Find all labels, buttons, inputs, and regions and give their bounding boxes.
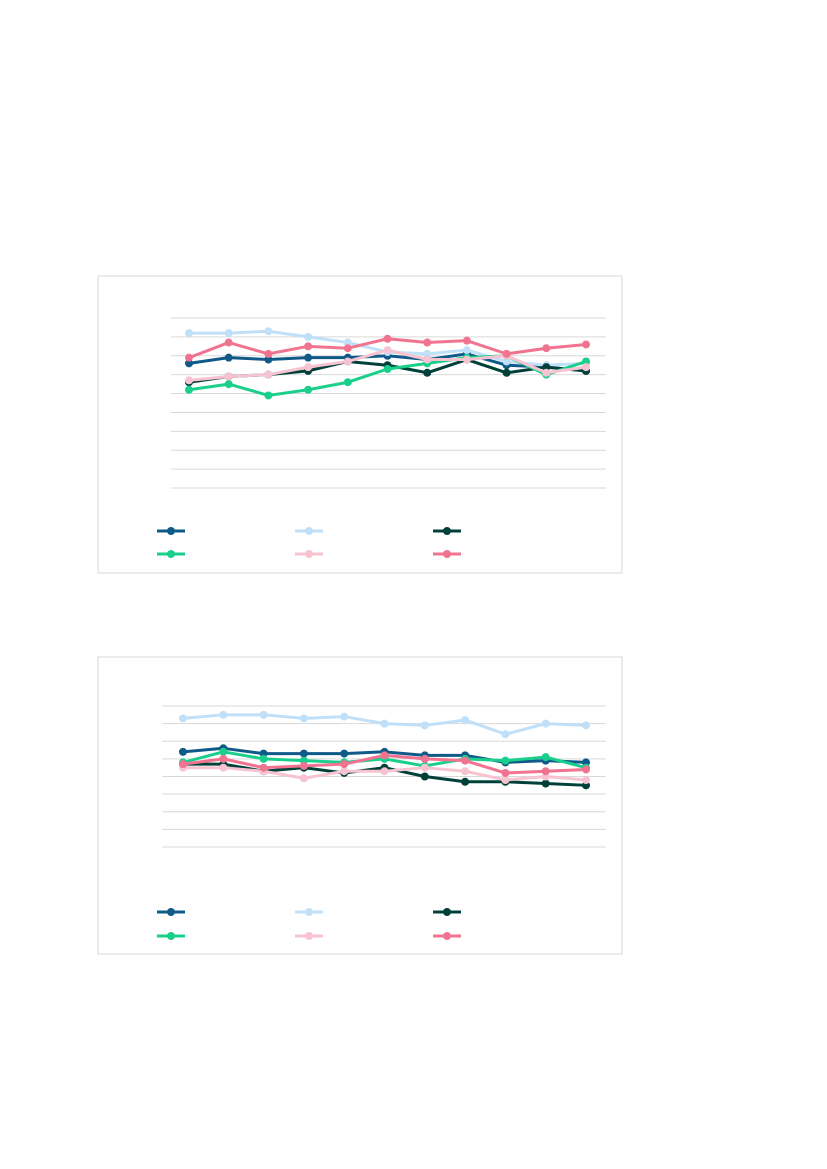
data-point	[299, 774, 308, 783]
legend-marker	[305, 550, 313, 558]
data-point	[259, 710, 268, 719]
data-point	[462, 336, 471, 345]
data-point	[380, 767, 389, 776]
data-point	[304, 342, 313, 351]
data-point	[224, 329, 233, 338]
data-point	[501, 776, 510, 785]
data-point	[264, 349, 273, 358]
data-point	[224, 353, 233, 362]
data-point	[179, 760, 187, 769]
data-point	[179, 714, 187, 723]
data-point	[304, 385, 313, 394]
data-point	[502, 357, 511, 366]
data-point	[185, 353, 193, 362]
data-point	[224, 380, 233, 389]
data-point	[423, 338, 432, 347]
data-point	[219, 747, 228, 756]
legend-marker	[443, 550, 451, 558]
legend-marker	[167, 527, 175, 535]
data-point	[343, 338, 352, 347]
chart-frame	[97, 656, 623, 955]
data-point	[383, 334, 392, 343]
data-point	[299, 714, 308, 723]
data-point	[185, 329, 193, 338]
data-point	[340, 760, 349, 769]
data-point	[502, 349, 511, 358]
data-point	[501, 768, 510, 777]
legend-marker	[167, 908, 175, 916]
data-point	[340, 767, 349, 776]
data-point	[462, 355, 471, 364]
data-point	[582, 765, 590, 774]
data-point	[219, 710, 228, 719]
data-point	[264, 370, 273, 379]
data-point	[541, 719, 550, 728]
legend-marker	[443, 932, 451, 940]
data-point	[219, 763, 228, 772]
data-point	[219, 754, 228, 763]
data-point	[420, 721, 429, 730]
data-point	[304, 363, 313, 372]
data-point	[461, 767, 470, 776]
data-point	[343, 378, 352, 387]
data-point	[582, 776, 590, 785]
data-point	[420, 754, 429, 763]
data-point	[264, 327, 273, 336]
legend-marker	[305, 908, 313, 916]
data-point	[340, 712, 349, 721]
data-point	[542, 363, 551, 372]
data-point	[299, 761, 308, 770]
data-point	[461, 756, 470, 765]
data-point	[582, 340, 590, 349]
data-point	[380, 719, 389, 728]
data-point	[542, 344, 551, 353]
data-point	[343, 357, 352, 366]
data-point	[541, 753, 550, 762]
data-point	[420, 772, 429, 781]
data-point	[423, 368, 432, 377]
data-point	[259, 763, 268, 772]
data-point	[185, 359, 193, 368]
data-point	[264, 355, 273, 364]
data-point	[343, 344, 352, 353]
data-point	[259, 754, 268, 763]
data-point	[420, 763, 429, 772]
data-point	[423, 355, 432, 364]
data-point	[383, 365, 392, 373]
legend-marker	[305, 932, 313, 940]
legend-marker	[443, 527, 451, 535]
data-point	[461, 777, 470, 786]
data-point	[380, 751, 389, 760]
data-point	[340, 749, 349, 758]
data-point	[185, 376, 193, 385]
data-point	[541, 767, 550, 776]
data-point	[462, 346, 471, 355]
data-point	[423, 349, 432, 358]
data-point	[502, 368, 511, 377]
legend-marker	[167, 550, 175, 558]
data-point	[224, 338, 233, 347]
chart-frame	[97, 275, 623, 574]
data-point	[179, 747, 187, 756]
data-point	[542, 368, 551, 377]
data-point	[461, 716, 470, 725]
data-point	[501, 756, 510, 765]
data-point	[582, 363, 590, 372]
legend-marker	[305, 527, 313, 535]
data-point	[185, 385, 193, 394]
data-point	[299, 749, 308, 758]
data-point	[582, 357, 590, 366]
data-point	[304, 353, 313, 362]
data-point	[224, 372, 233, 381]
data-point	[304, 332, 313, 341]
data-point	[541, 779, 550, 788]
data-point	[501, 730, 510, 739]
data-point	[264, 391, 273, 400]
legend-marker	[443, 908, 451, 916]
data-point	[582, 721, 590, 730]
legend-marker	[167, 932, 175, 940]
data-point	[383, 346, 392, 355]
